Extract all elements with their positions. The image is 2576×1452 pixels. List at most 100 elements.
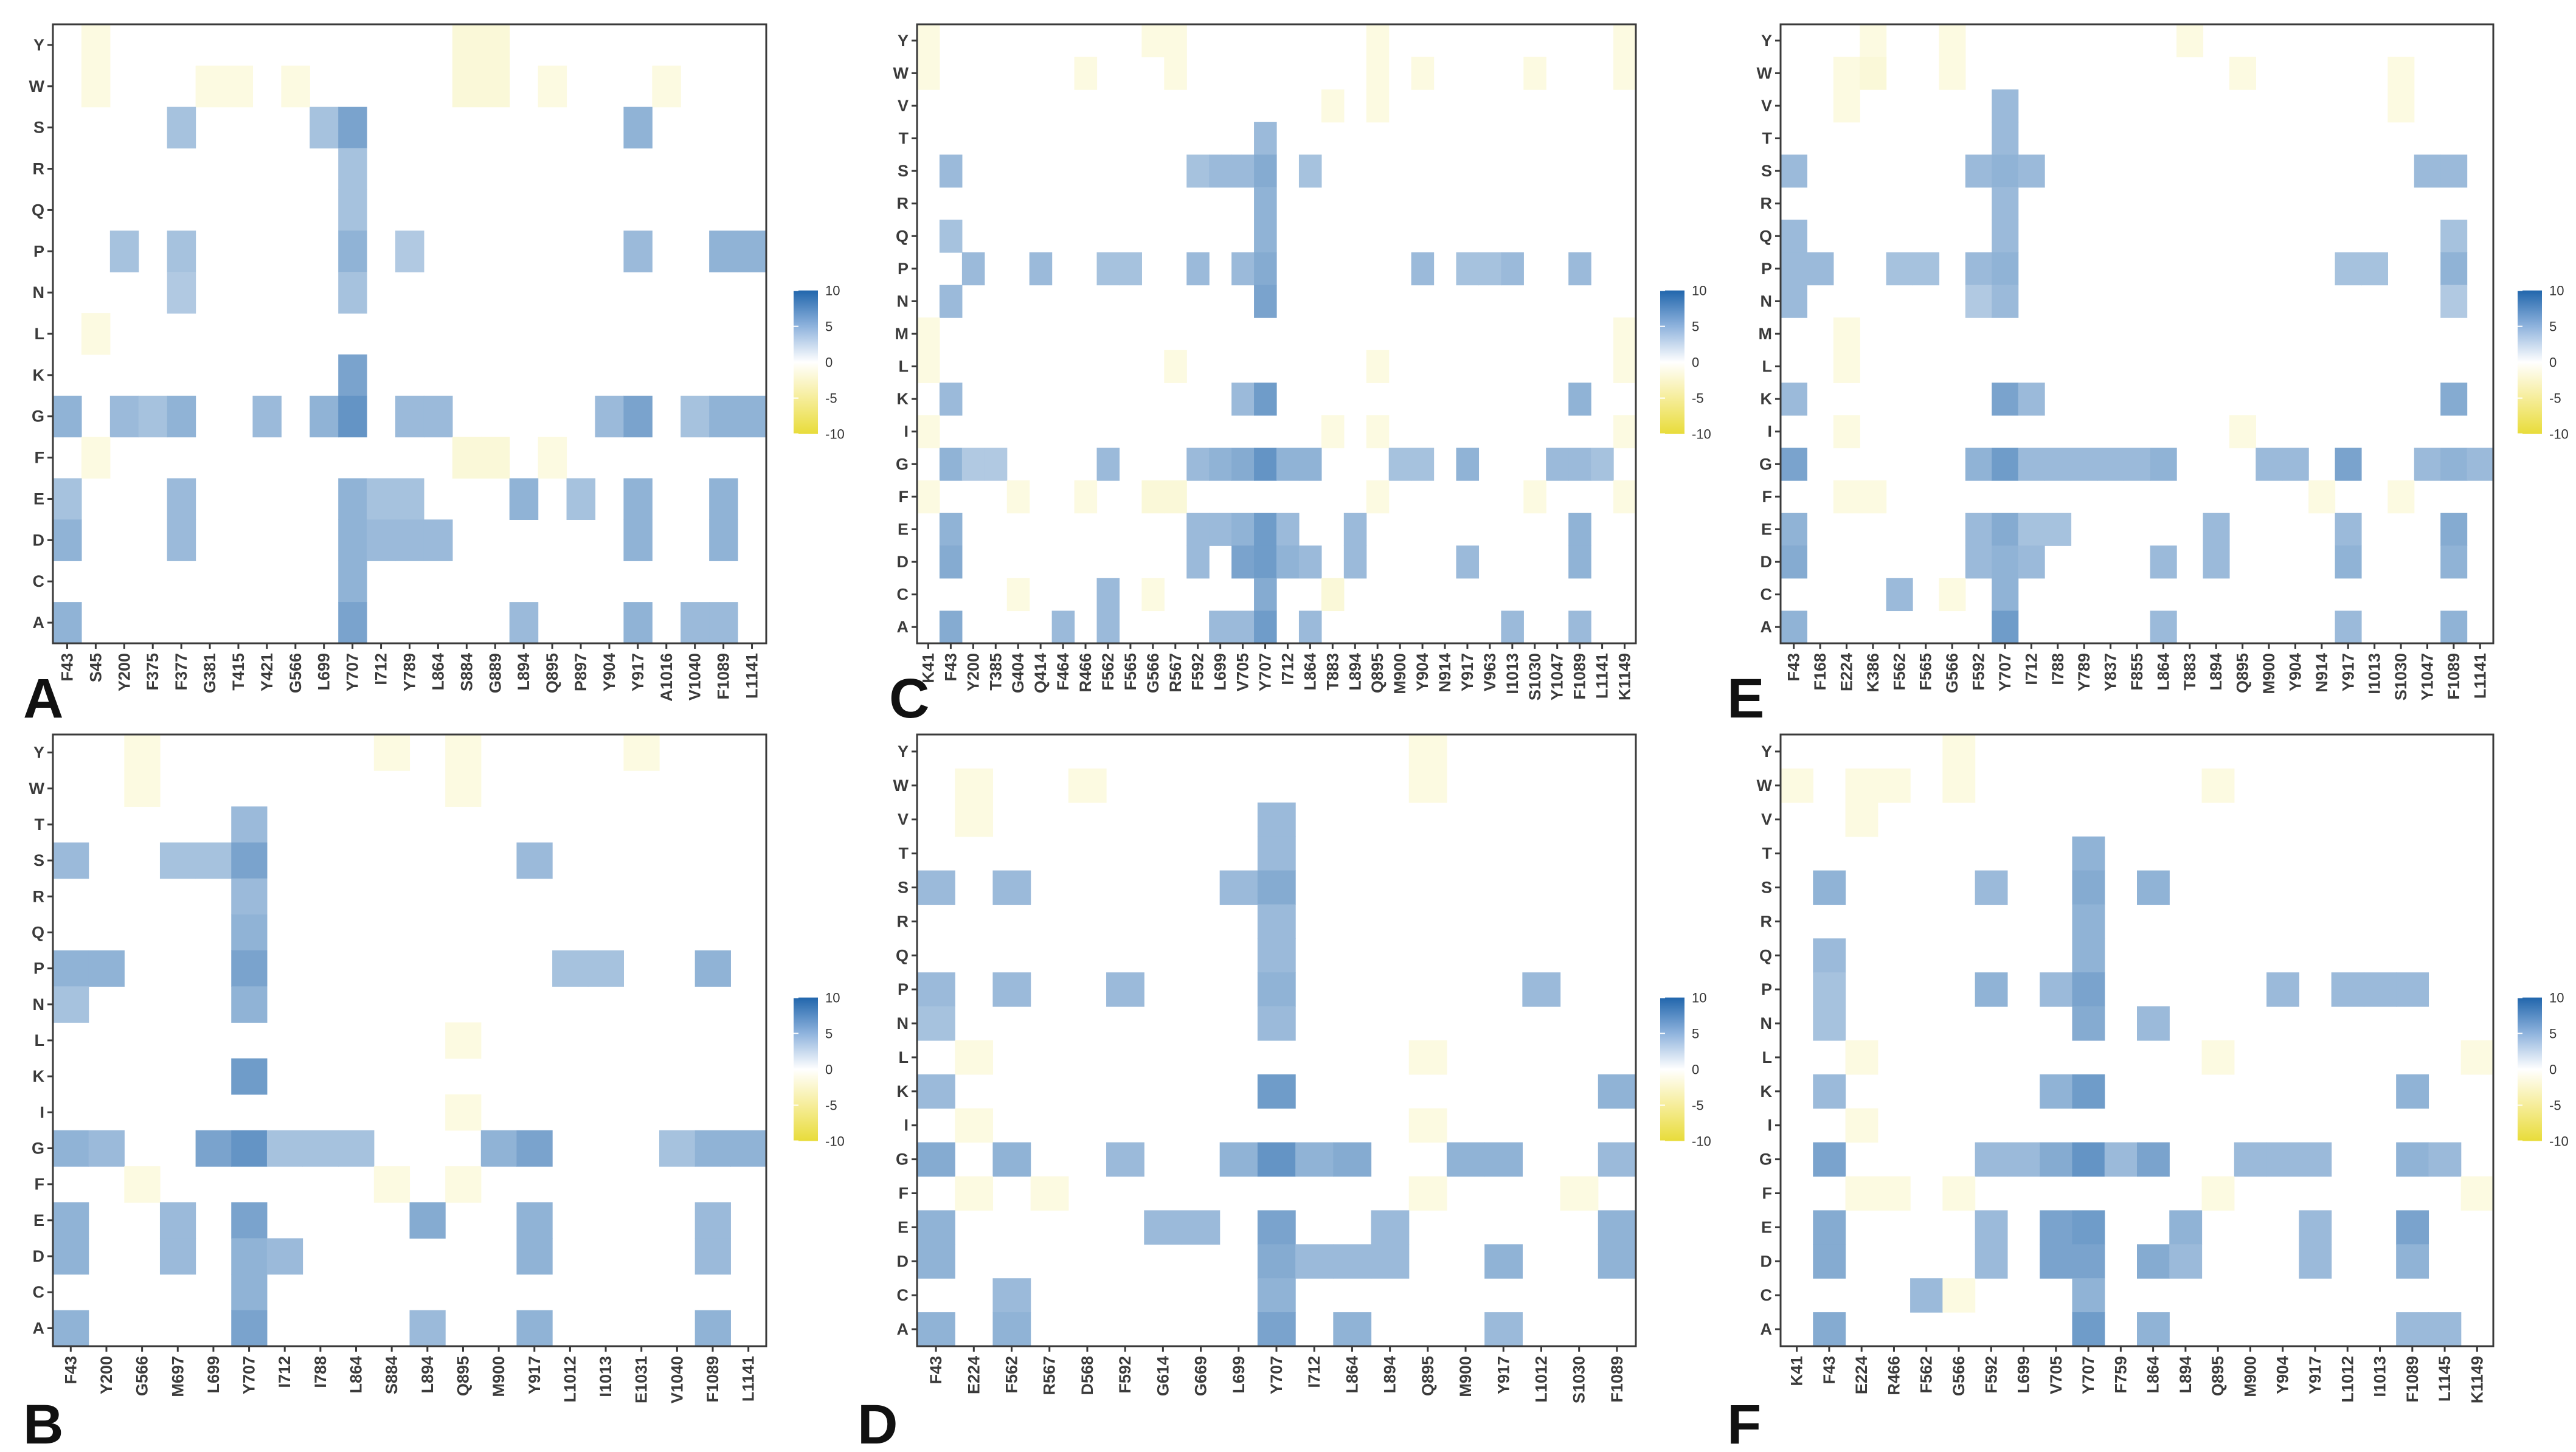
y-tick-label: T	[899, 845, 909, 863]
y-tick-label: A	[33, 1319, 45, 1337]
x-tick-label: D568	[1078, 1356, 1096, 1395]
heatmap-cell-f-G-Y707	[2072, 1142, 2105, 1177]
heatmap-cell-c-K-V705	[1231, 382, 1255, 416]
x-tick-label: L864	[2144, 1356, 2162, 1394]
y-tick-label: S	[898, 162, 909, 180]
x-tick-label: F562	[1099, 653, 1117, 691]
heatmap-cell-a-D-I712	[367, 519, 396, 561]
heatmap-cell-c-L-K1149	[1613, 350, 1636, 383]
colorbar-label: 10	[825, 990, 840, 1006]
heatmap-cell-e-D-Y707	[1992, 545, 2019, 579]
colorbar-label: 10	[1692, 283, 1706, 299]
heatmap-cell-e-N-F1089	[2440, 285, 2468, 318]
heatmap-cell-b-D-Y707	[231, 1238, 268, 1275]
heatmap-cell-f-A-F1089	[2396, 1312, 2429, 1347]
x-tick-label: G566	[133, 1356, 151, 1396]
heatmap-cell-f-D-V705	[2040, 1244, 2073, 1279]
heatmap-cell-c-E-F592	[1186, 513, 1210, 546]
heatmap-cell-b-Y-S884	[373, 735, 410, 771]
x-tick-label: Y707	[2079, 1356, 2097, 1394]
heatmap-cell-a-W-S884	[452, 65, 482, 108]
heatmap-cell-e-G-L1141	[2467, 448, 2494, 481]
heatmap-cell-a-K-Y707	[338, 354, 367, 396]
x-tick-label: L1141	[2471, 653, 2489, 699]
heatmap-cell-c-E-Y707	[1254, 513, 1277, 546]
heatmap-cell-d-D-F43	[917, 1244, 955, 1279]
heatmap-cell-a-W-S45	[81, 65, 111, 108]
x-tick-label: Y707	[1267, 1356, 1286, 1394]
y-tick-label: M	[1759, 325, 1773, 343]
heatmap-cell-a-E-F43	[53, 478, 82, 520]
y-tick-label: S	[1761, 162, 1772, 180]
colorbar-label: -10	[1692, 1134, 1711, 1149]
heatmap-cell-d-A-Y917	[1484, 1312, 1523, 1347]
heatmap-cell-f-D-Y707	[2072, 1244, 2105, 1279]
y-tick-label: D	[897, 1252, 909, 1270]
heatmap-cell-e-W-G566	[1939, 57, 1966, 90]
colorbar-label: -5	[2549, 391, 2561, 406]
colorbar-label: -5	[2549, 1098, 2561, 1113]
heatmap-cell-c-D-F592	[1186, 545, 1210, 579]
heatmap-cell-e-A-Y917	[2335, 610, 2362, 644]
x-tick-label: V705	[1234, 653, 1252, 691]
heatmap-cell-f-K-F1089	[2396, 1074, 2429, 1109]
x-tick-label: F43	[58, 653, 77, 682]
heatmap-cell-a-A-F43	[53, 602, 82, 644]
heatmap-cell-a-D-F43	[53, 519, 82, 561]
x-tick-label: G566	[1950, 1356, 1968, 1396]
heatmap-cell-e-K-F43	[1781, 382, 1808, 416]
heatmap-cell-f-N-Y707	[2072, 1006, 2105, 1041]
heatmap-cell-b-S-F43	[53, 842, 89, 879]
heatmap-cell-c-F-R466	[1074, 480, 1098, 514]
heatmap-cell-c-G-T385	[984, 448, 1008, 481]
heatmap-cell-c-Q-F43	[939, 220, 963, 253]
heatmap-cell-b-P-F43	[53, 950, 89, 987]
heatmap-cell-b-Y-G566	[124, 735, 161, 771]
heatmap-cell-b-G-M900	[480, 1130, 518, 1167]
x-tick-label: L699	[2015, 1356, 2033, 1394]
y-tick-label: W	[1757, 776, 1773, 795]
heatmap-cell-c-L-R567	[1164, 350, 1187, 383]
x-tick-label: F855	[2128, 653, 2146, 691]
heatmap-cell-f-P-F1089	[2396, 972, 2429, 1007]
heatmap-cell-c-E-F43	[939, 513, 963, 546]
heatmap-cell-c-Y-K41	[917, 24, 940, 58]
heatmap-cell-b-Y-Q895	[445, 735, 482, 771]
heatmap-cell-c-G-L1141	[1591, 448, 1614, 481]
y-tick-label: Y	[33, 36, 44, 54]
colorbar-label: -5	[825, 391, 837, 406]
heatmap-cell-d-G-L699	[1219, 1142, 1258, 1177]
heatmap-cell-c-Y-Q895	[1366, 24, 1390, 58]
heatmap-cell-b-P-Y200	[88, 950, 125, 987]
y-tick-label: E	[1761, 520, 1772, 538]
heatmap-cell-d-G-F43	[917, 1142, 955, 1177]
heatmap-cell-f-P-F43	[1813, 972, 1846, 1007]
colorbar-label: 0	[825, 1062, 833, 1077]
heatmap-cell-b-S-Y707	[231, 842, 268, 879]
heatmap-cell-c-S-L864	[1298, 154, 1322, 188]
x-tick-label: F43	[61, 1356, 80, 1385]
heatmap-cell-d-G-I712	[1295, 1142, 1334, 1177]
heatmap-cell-c-A-F562	[1096, 610, 1120, 644]
heatmap-cell-b-S-Y917	[516, 842, 553, 879]
x-tick-label: Q895	[1419, 1356, 1437, 1396]
heatmap-cell-c-E-I712	[1276, 513, 1300, 546]
heatmap-cell-e-K-F1089	[2440, 382, 2468, 416]
y-tick-label: S	[898, 879, 909, 897]
heatmap-cell-c-V-T883	[1321, 89, 1345, 123]
heatmap-cell-b-R-Y707	[231, 878, 268, 915]
heatmap-cell-c-T-Y707	[1254, 122, 1277, 155]
x-tick-label: Y789	[401, 653, 419, 691]
heatmap-cell-b-F-G566	[124, 1166, 161, 1203]
x-tick-label: G381	[201, 653, 219, 693]
y-tick-label: G	[896, 1150, 909, 1169]
x-tick-label: V1040	[668, 1356, 686, 1403]
heatmap-cell-f-K-Y707	[2072, 1074, 2105, 1109]
x-tick-label: I1013	[1503, 653, 1522, 694]
heatmap-cell-f-V-E224	[1845, 802, 1878, 837]
heatmap-cell-d-P-Y707	[1257, 972, 1296, 1007]
x-tick-label: N914	[1436, 653, 1454, 693]
panel-letter: D	[857, 1394, 898, 1452]
heatmap-cell-c-W-S1030	[1523, 57, 1546, 90]
